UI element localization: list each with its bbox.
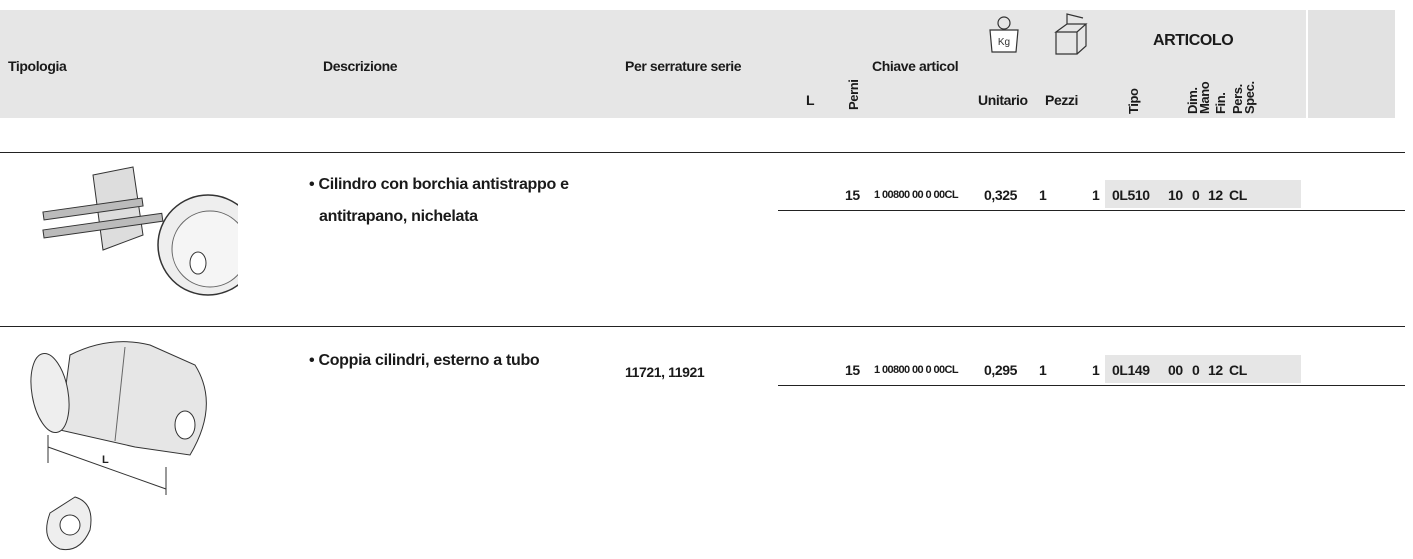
cell: 1 <box>1092 187 1100 203</box>
header-extra-bg <box>1306 10 1395 118</box>
article-bg <box>1105 355 1301 383</box>
col-header: Descrizione <box>323 58 398 74</box>
description: • Cilindro con borchia antistrappo e <box>309 176 569 193</box>
description: antitrapano, nichelata <box>319 208 478 225</box>
product-image: L <box>30 341 207 551</box>
row-underline <box>778 210 1405 211</box>
col-header: Tipologia <box>8 58 67 74</box>
weight-icon-label: Kg <box>998 37 1010 48</box>
article-cell: 0L510 <box>1112 187 1150 203</box>
cell: 1 00800 00 0 00CL <box>874 189 959 201</box>
dimension-label: L <box>102 454 109 466</box>
cell: 15 <box>845 362 860 378</box>
article-cell: CL <box>1229 187 1247 203</box>
col-header: Mano <box>1197 81 1212 114</box>
col-header: L <box>806 92 815 108</box>
cell: 0,295 <box>984 362 1018 378</box>
article-cell: 0L149 <box>1112 362 1150 378</box>
box-icon <box>1054 13 1088 55</box>
row-separator <box>0 326 1405 327</box>
article-cell: CL <box>1229 362 1247 378</box>
col-header: Perni <box>846 79 861 110</box>
row-separator <box>0 152 1405 153</box>
header-bg <box>0 10 1306 118</box>
weight-icon: Kg <box>989 16 1019 53</box>
col-header: Spec. <box>1242 81 1257 114</box>
col-header: Chiave articol <box>872 58 959 74</box>
product-image <box>42 166 238 296</box>
cell: 11721, 11921 <box>625 364 705 380</box>
row-underline <box>778 385 1405 386</box>
article-cell: 00 <box>1168 362 1183 378</box>
col-header: Pezzi <box>1045 92 1079 108</box>
cell: 1 00800 00 0 00CL <box>874 364 959 376</box>
description: • Coppia cilindri, esterno a tubo <box>309 352 540 369</box>
group-header: ARTICOLO <box>1153 32 1234 49</box>
article-bg <box>1105 180 1301 208</box>
cell: 1 <box>1092 362 1100 378</box>
cell: 1 <box>1039 187 1047 203</box>
article-cell: 12 <box>1208 362 1223 378</box>
col-header: Unitario <box>978 92 1028 108</box>
article-cell: 10 <box>1168 187 1183 203</box>
article-cell: 12 <box>1208 187 1223 203</box>
article-cell: 0 <box>1192 362 1200 378</box>
cell: 0,325 <box>984 187 1018 203</box>
cell: 15 <box>845 187 860 203</box>
col-header: Tipo <box>1126 88 1141 114</box>
col-header: Per serrature serie <box>625 58 742 74</box>
col-header: Fin. <box>1213 92 1228 114</box>
article-cell: 0 <box>1192 187 1200 203</box>
cell: 1 <box>1039 362 1047 378</box>
